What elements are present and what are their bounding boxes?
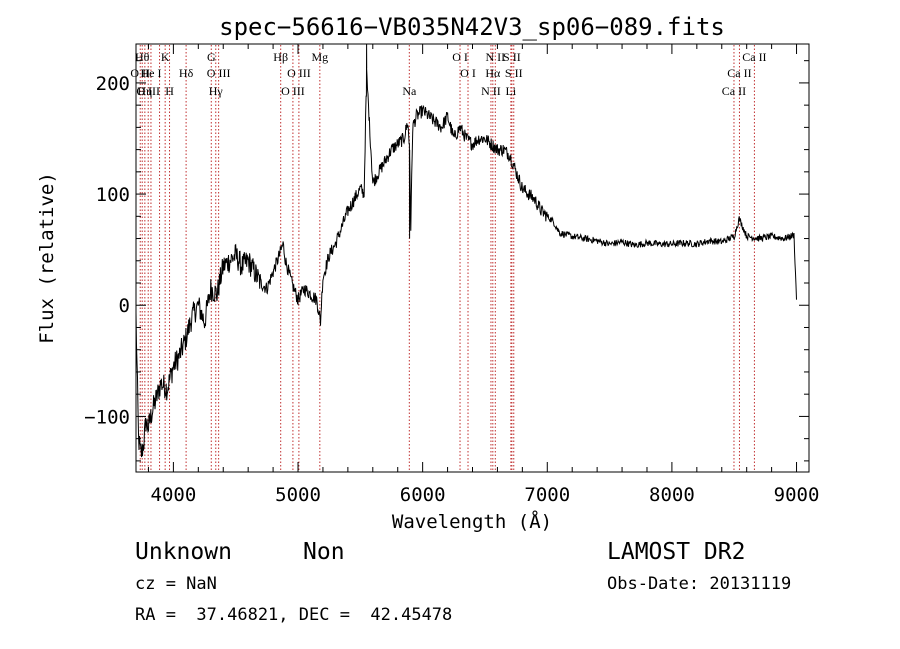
y-tick-label: 0	[119, 295, 130, 317]
radec-label: RA = 37.46821, DEC = 42.45478	[135, 605, 452, 625]
x-axis-label: Wavelength (Å)	[392, 510, 552, 533]
line-label-4: He I	[140, 66, 161, 80]
x-tick-label: 5000	[275, 484, 321, 506]
x-tick-label: 9000	[774, 484, 820, 506]
line-label-18: O I	[460, 66, 476, 80]
line-label-20: Hα	[485, 66, 501, 80]
y-tick-label: 100	[96, 184, 130, 206]
line-label-15: Mg	[311, 50, 328, 64]
x-tick-label: 4000	[151, 484, 197, 506]
y-axis-label: Flux (relative)	[36, 172, 58, 344]
line-label-13: O III	[281, 84, 305, 98]
line-label-16: Na	[402, 84, 417, 98]
line-label-11: O III	[207, 66, 231, 80]
line-label-10: Hγ	[209, 84, 224, 98]
x-axis: 4000 5000 6000 7000 8000 9000	[147, 44, 820, 506]
y-tick-label: 200	[96, 73, 130, 95]
line-label-3: O III	[136, 84, 160, 98]
survey-label: LAMOST DR2	[607, 539, 745, 565]
line-label-8: Hδ	[179, 66, 194, 80]
line-label-6: K	[161, 50, 170, 64]
line-label-9: G	[207, 50, 216, 64]
cz-label: cz = NaN	[135, 574, 217, 594]
y-tick-label: −100	[84, 406, 130, 428]
line-label-21: N II	[485, 50, 505, 64]
line-markers	[139, 45, 755, 471]
line-label-7: H	[165, 84, 174, 98]
line-label-17: O I	[452, 50, 468, 64]
line-label-26: Ca II	[727, 66, 751, 80]
x-tick-label: 7000	[524, 484, 570, 506]
line-label-24: S II	[505, 66, 523, 80]
line-label-14: O III	[287, 66, 311, 80]
line-label-22: Li	[506, 84, 517, 98]
y-axis: −100 0 100 200	[84, 60, 809, 462]
line-label-1: Hθ	[135, 50, 150, 64]
line-label-25: Ca II	[722, 84, 746, 98]
x-tick-label: 8000	[649, 484, 695, 506]
subclass-label: Non	[303, 539, 345, 565]
chart-title: spec−56616−VB035N42V3_sp06−089.fits	[219, 13, 725, 41]
line-label-19: N II	[481, 84, 501, 98]
class-label: Unknown	[135, 539, 232, 565]
line-label-27: Ca II	[742, 50, 766, 64]
obs-date-label: Obs-Date: 20131119	[607, 574, 791, 594]
x-tick-label: 6000	[400, 484, 446, 506]
line-label-12: Hβ	[273, 50, 288, 64]
line-label-2: Hη	[137, 84, 152, 98]
line-label-0: O II	[130, 66, 150, 80]
spectrum-line	[135, 43, 797, 458]
line-label-23: S II	[503, 50, 521, 64]
